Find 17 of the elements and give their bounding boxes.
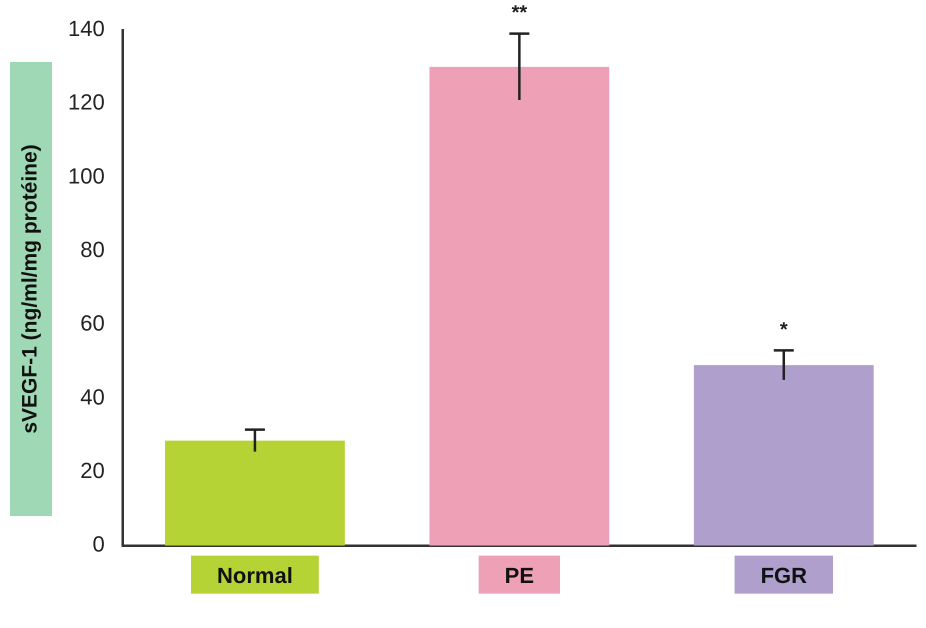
y-tick-label: 40 <box>80 384 105 410</box>
bar <box>165 440 345 546</box>
y-tick-label: 80 <box>80 237 105 262</box>
annotation: * <box>780 318 788 341</box>
x-tick-label: PE <box>504 562 534 588</box>
x-tick-label: Normal <box>217 562 293 588</box>
bar <box>694 365 874 546</box>
x-tick-label: FGR <box>760 562 808 588</box>
y-tick-label: 120 <box>68 90 105 115</box>
y-tick-label: 20 <box>80 458 105 484</box>
bar <box>429 66 610 546</box>
y-tick-label: 0 <box>92 532 105 557</box>
y-tick-label: 100 <box>68 163 105 188</box>
y-axis-title: sVEGF-1 (ng/ml/mg protéine) <box>19 144 43 434</box>
annotation: ** <box>512 2 528 24</box>
y-tick-label: 60 <box>80 310 105 336</box>
y-tick-label: 140 <box>68 16 105 42</box>
